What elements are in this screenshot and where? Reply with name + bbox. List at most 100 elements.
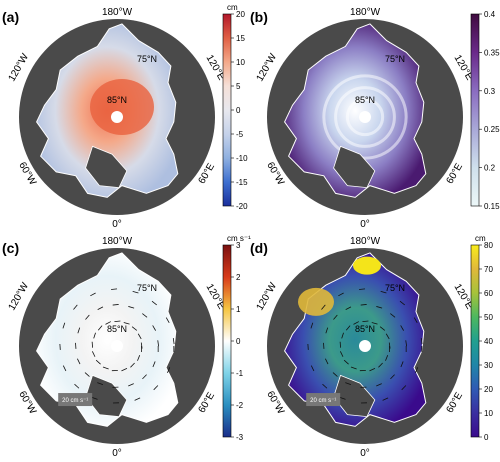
greenland-landmass [85, 145, 128, 189]
vector-arrow [114, 320, 121, 323]
velocity-vectors [59, 288, 175, 404]
vector-arrow [390, 313, 396, 318]
vector-arrow [359, 288, 366, 290]
vector-arrow [134, 397, 141, 401]
vector-arrow [77, 327, 81, 334]
colorbar-ramp [470, 13, 480, 207]
vector-arrow [341, 332, 344, 339]
colorbar-tick-label: 15 [236, 34, 245, 43]
lon-label-180w: 180°W [350, 7, 381, 18]
colorbar-tick-label: -15 [236, 178, 248, 187]
lat-label-75n: 75°N [385, 283, 405, 293]
colorbar-tick-label: 0 [484, 433, 489, 442]
scale-label: 20 cm s⁻¹ [310, 398, 336, 404]
vector-arrow [390, 374, 395, 380]
lat-label-85n: 85°N [107, 324, 127, 334]
pole-hole [359, 111, 371, 123]
vector-arrow [140, 342, 143, 349]
vector-arrow [105, 321, 111, 325]
vector-arrow [413, 317, 418, 323]
colorbar-unit: cm [227, 3, 238, 12]
vector-arrow [385, 355, 389, 361]
lon-label-0: 0° [360, 219, 370, 230]
vector-arrow [142, 313, 148, 318]
vector-arrow [400, 325, 404, 331]
colorbar-tick-label: -1 [236, 369, 244, 378]
colorbar: 80 70 60 50 40 30 20 10 0 cm [470, 234, 493, 442]
vector-arrow [322, 383, 328, 389]
vector-arrow [345, 325, 351, 331]
vector-arrow [350, 366, 357, 370]
vector-arrow [401, 385, 407, 391]
colorbar-tick-label: -5 [236, 130, 244, 139]
vector-arrow [62, 365, 67, 372]
lon-label-180w: 180°W [350, 236, 381, 247]
colorbar-ramp [222, 244, 232, 438]
vector-arrow [310, 365, 315, 372]
vector-arrow [137, 355, 141, 361]
vector-arrow [376, 306, 383, 309]
vector-arrow [388, 342, 391, 349]
colorbar-tick-label: 10 [484, 409, 493, 418]
vector-arrow [93, 332, 96, 339]
colorbar-tick-label: 2 [236, 273, 241, 282]
colorbar: 0.4 0.35 0.3 0.25 0.2 0.15 [470, 10, 500, 211]
vector-arrow [378, 362, 383, 368]
lat-label-85n: 85°N [107, 95, 127, 105]
vector-arrow [399, 300, 405, 306]
colorbar: 20 15 10 5 0 -5 -10 -15 -20 cm [222, 3, 248, 211]
vector-arrow [77, 358, 81, 365]
vector-arrow [85, 314, 90, 320]
contour-ring [334, 86, 396, 148]
panel-label: (a) [2, 9, 19, 25]
vector-arrow [130, 362, 135, 368]
panel-label: (c) [2, 240, 19, 256]
vector-arrow [111, 288, 118, 290]
vector-arrow [74, 383, 80, 389]
vector-arrow [345, 382, 352, 386]
vector-arrow [73, 304, 78, 310]
vector-arrow [91, 396, 98, 400]
vector-arrow [97, 382, 104, 386]
vector-arrow [360, 304, 367, 306]
lat-label-75n: 75°N [385, 54, 405, 64]
colorbar-tick-label: 80 [484, 241, 493, 250]
colorbar-tick-label: 0.2 [484, 164, 496, 173]
colorbar-tick-label: 60 [484, 289, 493, 298]
vector-arrow [420, 338, 423, 345]
vector-arrow [84, 372, 90, 377]
scale-box [306, 393, 341, 407]
contour-ring [322, 74, 408, 160]
colorbar-ramp [222, 13, 232, 207]
vector-arrow [123, 322, 130, 325]
colorbar-tick-label: 0.4 [484, 10, 496, 19]
vector-arrow [62, 322, 66, 329]
lat-label-85n: 85°N [355, 95, 375, 105]
high-value-patch [353, 256, 381, 275]
lat-label-75n: 75°N [137, 54, 157, 64]
vector-arrow [102, 366, 109, 370]
lon-label-180w: 180°W [102, 236, 133, 247]
vector-arrow [382, 397, 389, 401]
colorbar-unit: cm [475, 234, 486, 243]
vector-arrow [325, 327, 329, 334]
vector-arrow [152, 361, 156, 368]
ocean-field [284, 23, 427, 198]
vector-arrow [415, 367, 419, 374]
lon-label-0: 0° [360, 448, 370, 459]
vector-arrow [343, 359, 349, 365]
colorbar-tick-label: 10 [236, 58, 245, 67]
vector-arrow [91, 351, 96, 357]
vector-arrow [132, 290, 139, 294]
vector-arrow [321, 304, 326, 310]
vector-arrow [97, 306, 104, 311]
vector-arrow [157, 340, 159, 347]
vector-arrow [131, 326, 138, 331]
colorbar-unit: cm s⁻¹ [227, 234, 251, 243]
vector-arrow [167, 367, 171, 374]
